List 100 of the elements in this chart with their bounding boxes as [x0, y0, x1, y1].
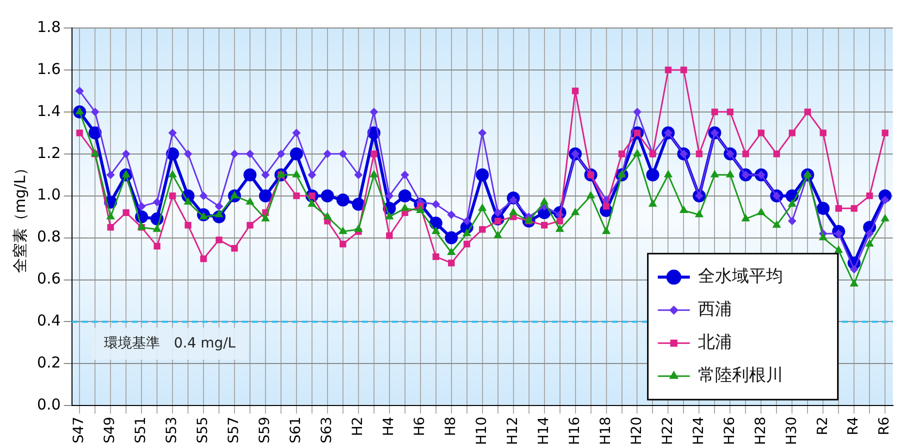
point — [586, 191, 595, 198]
point — [323, 150, 332, 158]
point — [398, 189, 412, 202]
point — [882, 130, 888, 136]
point — [742, 150, 750, 158]
point — [354, 224, 362, 232]
point — [444, 231, 458, 244]
point — [556, 218, 564, 224]
y-tick-label: 1.8 — [36, 18, 61, 36]
point — [448, 260, 455, 266]
point — [308, 170, 316, 179]
point — [494, 208, 502, 217]
x-tick-label: H12 — [504, 416, 521, 445]
point — [804, 108, 811, 116]
point — [462, 217, 471, 226]
y-tick-label: 1.0 — [36, 186, 61, 204]
x-tick-label: S51 — [133, 416, 150, 444]
x-tick-label: H6 — [412, 416, 428, 436]
point — [200, 255, 207, 262]
point — [447, 248, 456, 255]
point — [881, 196, 890, 204]
point — [354, 170, 362, 179]
x-tick-label: H28 — [752, 416, 769, 445]
x-tick-label: H8 — [443, 416, 460, 436]
point — [834, 246, 843, 253]
point — [400, 170, 409, 179]
point — [866, 192, 873, 200]
point — [338, 150, 347, 158]
point — [293, 192, 300, 200]
point — [742, 214, 750, 222]
point — [91, 108, 100, 116]
point — [479, 226, 486, 233]
point — [400, 204, 409, 211]
point — [540, 222, 548, 229]
point — [416, 206, 424, 214]
point — [184, 150, 192, 158]
y-tick-label: 1.4 — [36, 102, 61, 120]
point — [243, 168, 256, 182]
ref-line-label: 環境基準 0.4 mg/L — [104, 335, 236, 352]
point — [710, 170, 719, 178]
point — [215, 202, 224, 210]
point — [292, 170, 300, 178]
point — [646, 168, 660, 182]
x-tick-label: H4 — [381, 416, 398, 436]
x-tick-label: S59 — [257, 416, 274, 444]
point — [292, 128, 300, 137]
x-tick-label: S49 — [102, 416, 118, 444]
y-tick-label: 0.6 — [36, 270, 61, 288]
x-tick-label: R4 — [846, 416, 862, 436]
point — [385, 192, 394, 200]
point — [168, 128, 177, 137]
point — [230, 150, 238, 158]
point — [385, 212, 394, 220]
point — [290, 147, 303, 160]
point — [153, 224, 162, 232]
legend-label: 西浦 — [698, 300, 732, 320]
point — [216, 236, 222, 244]
point — [866, 230, 874, 238]
point — [850, 279, 858, 286]
point — [572, 88, 579, 94]
point — [276, 150, 285, 158]
point — [169, 192, 176, 200]
x-tick-label: H24 — [690, 416, 707, 445]
point — [432, 253, 440, 260]
point — [320, 189, 334, 202]
x-tick-label: H10 — [474, 416, 490, 445]
point — [261, 170, 270, 179]
point — [262, 214, 270, 222]
point — [386, 232, 393, 240]
x-tick-label: H20 — [628, 416, 645, 445]
point — [476, 168, 489, 182]
point — [352, 198, 365, 211]
point — [246, 222, 254, 229]
point — [106, 170, 115, 179]
x-tick-label: S57 — [226, 416, 242, 444]
point — [462, 229, 471, 236]
point — [571, 208, 580, 216]
point — [540, 198, 548, 205]
point — [695, 210, 704, 218]
point — [88, 126, 102, 140]
point — [246, 198, 254, 205]
point — [370, 108, 378, 116]
x-tick-label: H22 — [660, 416, 676, 445]
point — [432, 227, 440, 234]
point — [168, 170, 177, 178]
point — [773, 150, 780, 158]
point — [602, 227, 610, 234]
point — [648, 200, 657, 207]
point — [323, 212, 332, 220]
point — [680, 206, 688, 214]
point — [664, 66, 672, 74]
x-tick-label: S63 — [319, 416, 336, 444]
point — [447, 210, 456, 219]
point — [370, 170, 378, 178]
point — [231, 244, 238, 252]
point — [602, 203, 610, 210]
point — [819, 233, 828, 240]
point — [336, 194, 350, 207]
y-tick-label: 0.8 — [36, 228, 61, 246]
point — [820, 130, 826, 136]
